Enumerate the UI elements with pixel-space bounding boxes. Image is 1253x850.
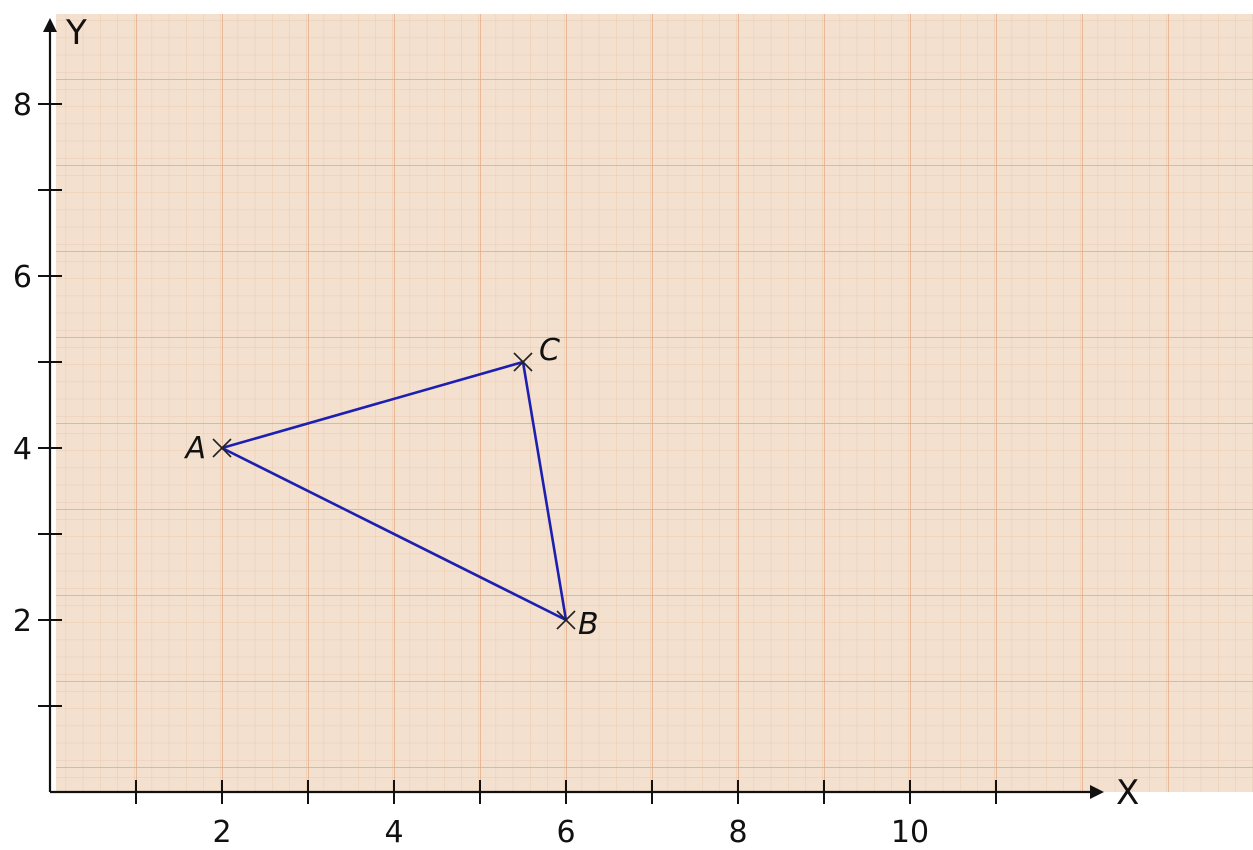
graph-paper xyxy=(56,14,1253,792)
vertex-label: B xyxy=(578,607,599,642)
tick-labels: 2 4 6 8 10 2 4 6 8 xyxy=(13,88,929,850)
y-tick-label: 4 xyxy=(13,432,32,467)
edge-ba xyxy=(220,446,568,622)
x-tick-label: 10 xyxy=(891,815,929,850)
edge-cb xyxy=(521,360,568,622)
grid-lines xyxy=(56,14,1253,792)
x-axis-name: X xyxy=(1116,773,1139,813)
y-axis-name: Y xyxy=(65,13,87,53)
x-tick-label: 6 xyxy=(556,815,575,850)
vertex-marker xyxy=(212,438,232,458)
vertex-a: A xyxy=(183,431,232,466)
vertex-label: C xyxy=(539,333,560,368)
edge-ac xyxy=(220,360,525,450)
x-tick-label: 2 xyxy=(212,815,231,850)
y-tick-label: 2 xyxy=(13,604,32,639)
y-tick-label: 8 xyxy=(13,88,32,123)
vertex-marker xyxy=(556,610,576,630)
y-axis-arrowhead xyxy=(43,18,57,32)
vertex-marker xyxy=(513,352,533,372)
vertices: A B C xyxy=(183,333,598,642)
y-tick-label: 6 xyxy=(13,260,32,295)
x-tick-label: 4 xyxy=(384,815,403,850)
axes: XY xyxy=(43,13,1139,813)
ticks xyxy=(38,103,997,804)
x-axis-arrowhead xyxy=(1090,785,1104,799)
vertex-b: B xyxy=(556,607,599,642)
vertex-label: A xyxy=(183,431,206,466)
vertex-c: C xyxy=(513,333,560,372)
triangle-abc xyxy=(220,360,568,622)
x-tick-label: 8 xyxy=(728,815,747,850)
